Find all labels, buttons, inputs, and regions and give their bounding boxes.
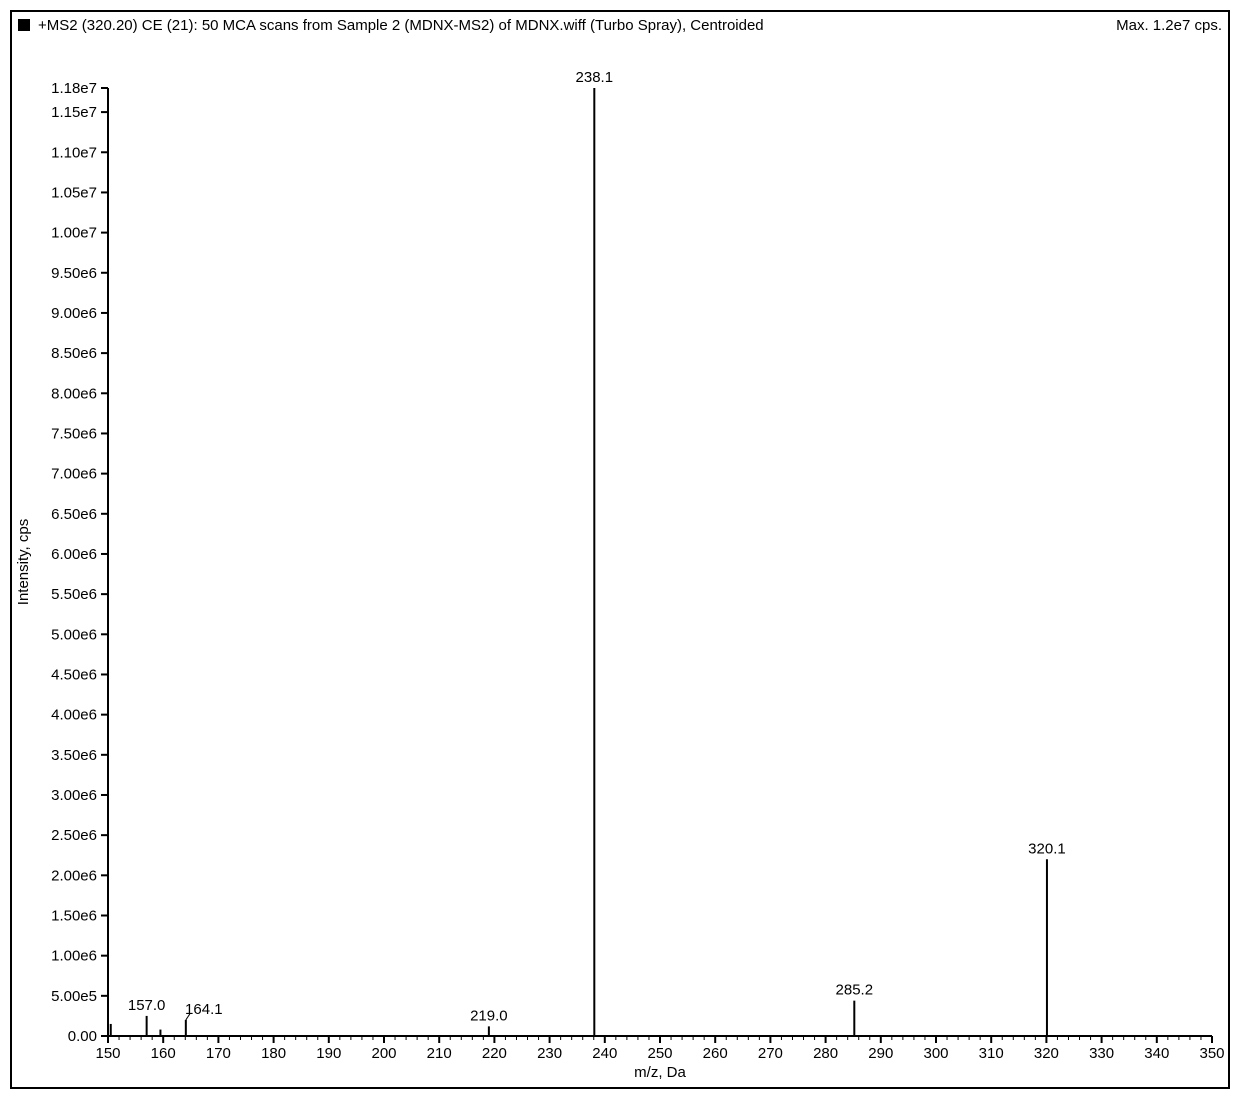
panel-title-left: +MS2 (320.20) CE (21): 50 MCA scans from… — [38, 17, 1116, 34]
x-tick-label: 150 — [95, 1045, 120, 1062]
y-tick-label: 1.15e7 — [51, 104, 97, 121]
x-tick-label: 350 — [1199, 1045, 1224, 1062]
y-tick-label: 1.10e7 — [51, 144, 97, 161]
x-tick-label: 320 — [1034, 1045, 1059, 1062]
x-tick-label: 190 — [316, 1045, 341, 1062]
y-tick-label: 1.50e6 — [51, 907, 97, 924]
x-tick-label: 210 — [427, 1045, 452, 1062]
panel-title-right: Max. 1.2e7 cps. — [1116, 17, 1222, 34]
y-tick-label: 4.00e6 — [51, 707, 97, 724]
x-tick-label: 260 — [703, 1045, 728, 1062]
x-tick-label: 200 — [371, 1045, 396, 1062]
header-marker-icon — [18, 19, 30, 31]
y-tick-label: 8.00e6 — [51, 385, 97, 402]
x-tick-label: 170 — [206, 1045, 231, 1062]
y-tick-label: 9.00e6 — [51, 305, 97, 322]
y-tick-label: 4.50e6 — [51, 666, 97, 683]
y-tick-label: 5.00e5 — [51, 988, 97, 1005]
spectrum-panel: +MS2 (320.20) CE (21): 50 MCA scans from… — [10, 10, 1230, 1089]
panel-header: +MS2 (320.20) CE (21): 50 MCA scans from… — [12, 12, 1228, 36]
x-tick-label: 250 — [647, 1045, 672, 1062]
y-tick-label: 9.50e6 — [51, 265, 97, 282]
x-axis-label: m/z, Da — [634, 1064, 686, 1081]
plot-container: 150 160 170 180 190 200 210 220 230 240 250 260 270 2… — [12, 36, 1228, 1087]
y-tick-label: 2.00e6 — [51, 867, 97, 884]
y-tick-label: 1.00e7 — [51, 225, 97, 242]
x-tick-label: 310 — [979, 1045, 1004, 1062]
peak-label: 164.1 — [185, 1001, 223, 1018]
x-tick-label: 300 — [923, 1045, 948, 1062]
x-tick-label: 180 — [261, 1045, 286, 1062]
x-tick-label: 220 — [482, 1045, 507, 1062]
y-tick-label: 3.00e6 — [51, 787, 97, 804]
y-tick-label: 1.18e7 — [51, 80, 97, 97]
y-axis-label: Intensity, cps — [15, 519, 32, 605]
y-tick-label: 5.00e6 — [51, 626, 97, 643]
y-tick-label: 7.00e6 — [51, 466, 97, 483]
x-tick-label: 270 — [758, 1045, 783, 1062]
x-tick-label: 330 — [1089, 1045, 1114, 1062]
y-tick-label: 2.50e6 — [51, 827, 97, 844]
mass-spectrum-chart[interactable]: 150 160 170 180 190 200 210 220 230 240 250 260 270 2… — [12, 36, 1228, 1087]
peak-label: 285.2 — [836, 982, 874, 999]
y-tick-label: 6.50e6 — [51, 506, 97, 523]
peak-label: 219.0 — [470, 1007, 508, 1024]
y-tick-label: 7.50e6 — [51, 425, 97, 442]
peak-label: 238.1 — [576, 69, 614, 86]
x-tick-label: 240 — [592, 1045, 617, 1062]
x-tick-label: 160 — [151, 1045, 176, 1062]
x-tick-label: 290 — [868, 1045, 893, 1062]
y-tick-label: 5.50e6 — [51, 586, 97, 603]
y-tick-label: 0.00 — [68, 1028, 97, 1045]
peak-label: 320.1 — [1028, 840, 1066, 857]
x-tick-label: 340 — [1144, 1045, 1169, 1062]
x-tick-label: 230 — [537, 1045, 562, 1062]
peak-label: 157.0 — [128, 997, 166, 1014]
x-tick-label: 280 — [813, 1045, 838, 1062]
y-tick-label: 1.00e6 — [51, 948, 97, 965]
y-tick-label: 1.05e7 — [51, 184, 97, 201]
y-tick-label: 3.50e6 — [51, 747, 97, 764]
y-tick-label: 8.50e6 — [51, 345, 97, 362]
y-tick-label: 6.00e6 — [51, 546, 97, 563]
